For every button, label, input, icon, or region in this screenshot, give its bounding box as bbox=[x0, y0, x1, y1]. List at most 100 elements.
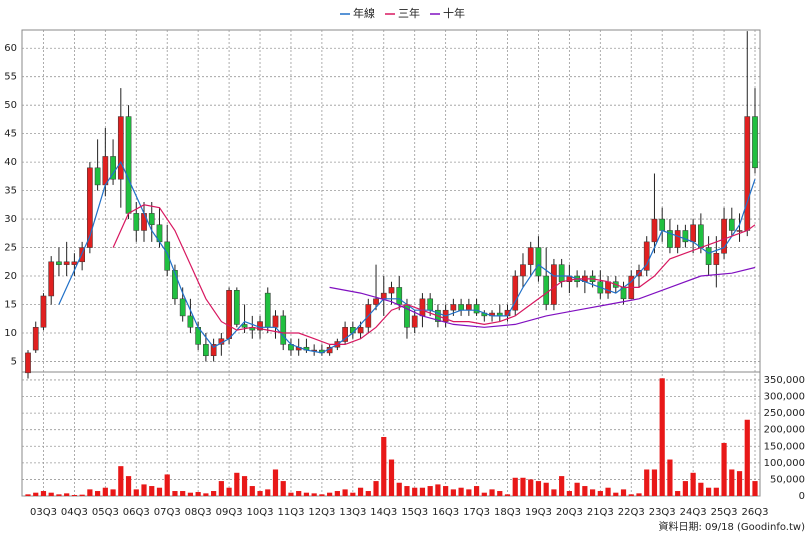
candle-body bbox=[690, 224, 696, 243]
volume-bar bbox=[311, 493, 317, 496]
y2-tick-label: 50,000 bbox=[770, 474, 805, 485]
volume-bar bbox=[388, 459, 395, 496]
volume-bar bbox=[350, 492, 356, 496]
volume-bar bbox=[342, 489, 348, 496]
volume-bar bbox=[589, 489, 596, 496]
y2-tick-label: 150,000 bbox=[764, 441, 805, 452]
candle-body bbox=[667, 230, 673, 248]
candle-body bbox=[427, 298, 434, 311]
volume-bar bbox=[605, 487, 611, 496]
x-tick-label: 13Q3 bbox=[339, 507, 366, 518]
volume-bar bbox=[381, 436, 387, 496]
volume-bar bbox=[218, 481, 224, 496]
candle-body bbox=[233, 290, 240, 325]
volume-bar bbox=[628, 494, 634, 496]
y-tick-label: 50 bbox=[4, 100, 17, 111]
volume-bar bbox=[249, 486, 255, 496]
candle-body bbox=[419, 298, 426, 317]
volume-bar bbox=[79, 494, 85, 496]
volume-bar bbox=[512, 477, 518, 496]
volume-bar bbox=[497, 491, 503, 496]
x-tick-label: 15Q3 bbox=[401, 507, 428, 518]
x-tick-label: 07Q3 bbox=[154, 507, 181, 518]
x-tick-label: 09Q3 bbox=[216, 507, 243, 518]
candle-body bbox=[164, 241, 171, 271]
y-tick-label: 10 bbox=[4, 328, 17, 339]
candle-body bbox=[241, 324, 248, 328]
y2-tick-label: 250,000 bbox=[764, 408, 805, 419]
x-tick-label: 11Q3 bbox=[277, 507, 304, 518]
volume-bar bbox=[443, 486, 449, 496]
candle-body bbox=[94, 167, 101, 186]
x-tick-label: 19Q3 bbox=[525, 507, 552, 518]
volume-bar bbox=[33, 492, 39, 496]
volume-bar bbox=[412, 487, 418, 496]
candle-body bbox=[520, 264, 526, 277]
volume-bar bbox=[551, 489, 557, 496]
candle-body bbox=[25, 352, 31, 374]
volume-bar bbox=[280, 481, 286, 496]
volume-bar bbox=[535, 481, 542, 496]
candle-body bbox=[527, 247, 534, 265]
volume-bar bbox=[56, 494, 62, 496]
volume-bar bbox=[365, 491, 371, 496]
x-tick-label: 20Q3 bbox=[556, 507, 583, 518]
candle-body bbox=[388, 287, 395, 294]
y-tick-label: 35 bbox=[4, 186, 17, 197]
volume-bar bbox=[211, 491, 217, 496]
candle-body bbox=[643, 241, 650, 271]
volume-bar bbox=[272, 469, 279, 496]
volume-bar bbox=[675, 491, 681, 496]
footer: 資料日期: 09/18 (Goodinfo.tw) bbox=[658, 520, 805, 533]
legend-label: 十年 bbox=[443, 6, 465, 20]
candle-body bbox=[744, 116, 751, 231]
candle-body bbox=[736, 230, 743, 232]
volume-bar bbox=[690, 472, 696, 496]
volume-bar bbox=[752, 481, 758, 496]
y2-tick-label: 300,000 bbox=[764, 392, 805, 403]
volume-bar bbox=[566, 491, 572, 496]
volume-bar bbox=[736, 471, 743, 496]
moving-average-line bbox=[329, 266, 756, 328]
volume-bar bbox=[659, 378, 665, 496]
volume-bar bbox=[481, 492, 487, 496]
x-tick-label: 05Q3 bbox=[92, 507, 119, 518]
volume-bar bbox=[118, 466, 124, 496]
volume-bar bbox=[613, 492, 619, 496]
x-tick-label: 10Q3 bbox=[247, 507, 274, 518]
x-tick-label: 03Q3 bbox=[30, 507, 57, 518]
volume-bar bbox=[427, 486, 433, 496]
volume-bar bbox=[473, 486, 480, 496]
volume-bar bbox=[729, 469, 735, 496]
legend-label: 年線 bbox=[353, 6, 375, 20]
volume-bar bbox=[141, 484, 147, 496]
candle-body bbox=[465, 304, 472, 311]
candle-body bbox=[721, 218, 727, 254]
candle-body bbox=[117, 116, 124, 180]
y-tick-label: 25 bbox=[4, 243, 17, 254]
volume-bar bbox=[95, 491, 101, 496]
candle-body bbox=[264, 292, 271, 328]
candle-body bbox=[48, 261, 55, 297]
volume-bar bbox=[705, 487, 712, 496]
candle-body bbox=[543, 275, 550, 305]
volume-bar bbox=[574, 482, 580, 496]
volume-bar bbox=[504, 494, 511, 496]
candle-body bbox=[705, 247, 712, 265]
volume-bar bbox=[435, 484, 441, 496]
volume-bar bbox=[543, 482, 549, 496]
y-tick-label: 55 bbox=[4, 72, 17, 83]
volume-bar bbox=[110, 489, 116, 496]
x-tick-label: 08Q3 bbox=[185, 507, 212, 518]
x-tick-label: 23Q3 bbox=[649, 507, 676, 518]
volume-bar bbox=[226, 487, 232, 496]
volume-bar bbox=[489, 489, 495, 496]
candle-body bbox=[210, 344, 217, 357]
candle-body bbox=[342, 327, 348, 342]
volume-bar bbox=[651, 469, 658, 496]
candle-body bbox=[682, 230, 689, 243]
volume-bar bbox=[234, 472, 240, 496]
volume-bar bbox=[133, 489, 139, 496]
